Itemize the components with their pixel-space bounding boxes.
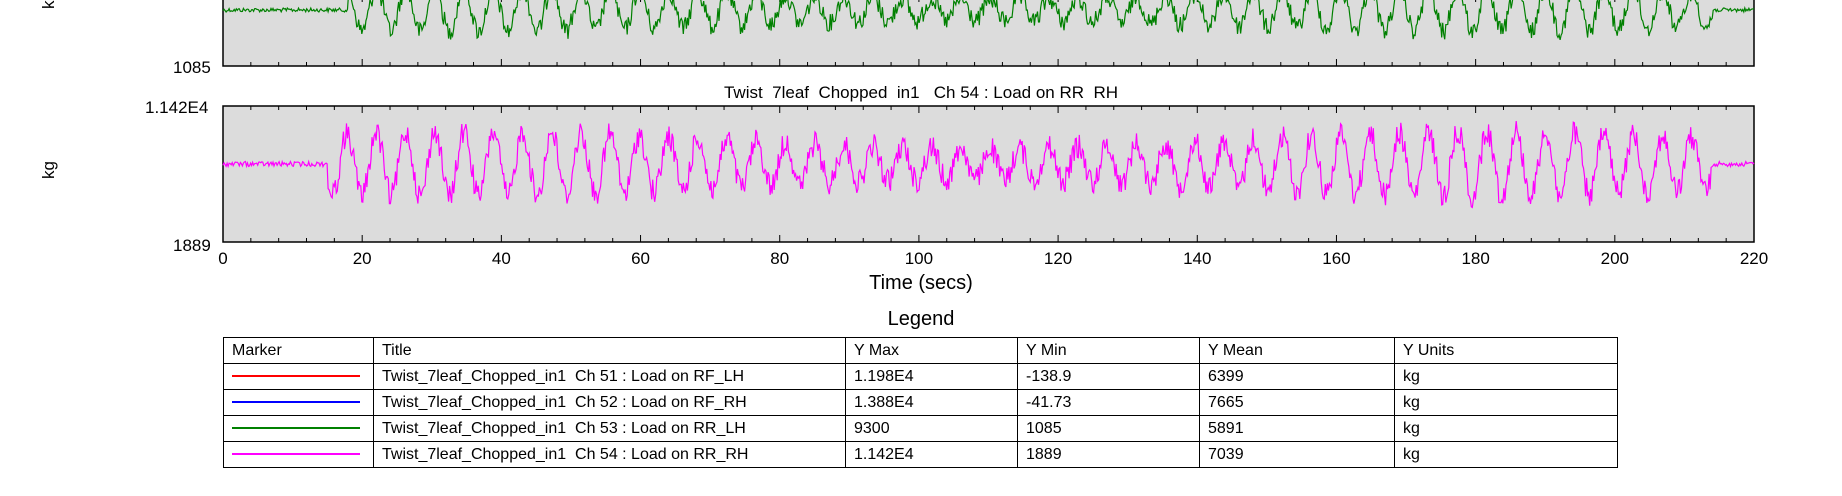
legend-row: Twist_7leaf_Chopped_in1 Ch 51 : Load on …: [223, 363, 1618, 390]
legend-ymin: -41.73: [1017, 389, 1200, 416]
legend-units: kg: [1394, 415, 1618, 442]
legend-table: Marker Title Y Max Y Min Y Mean Y Units …: [223, 337, 1618, 468]
legend-ymax: 1.142E4: [845, 441, 1018, 468]
legend-marker: [223, 441, 374, 468]
charts-svg: [222, 0, 1755, 243]
lower-plot-area: [222, 105, 1755, 243]
legend-row: Twist_7leaf_Chopped_in1 Ch 52 : Load on …: [223, 389, 1618, 416]
lower-x-ticks: [222, 106, 1755, 242]
legend-header-ymax: Y Max: [845, 337, 1018, 364]
x-tick-label: 220: [1739, 249, 1769, 268]
x-tick-label: 160: [1322, 249, 1351, 268]
legend-header-ymean: Y Mean: [1199, 337, 1395, 364]
legend-marker-line: [232, 427, 360, 430]
upper-ymin-label: 1085: [173, 58, 211, 77]
legend-series-title: Twist_7leaf_Chopped_in1 Ch 54 : Load on …: [373, 441, 846, 468]
legend-ymin: 1889: [1017, 441, 1200, 468]
legend-ymin: 1085: [1017, 415, 1200, 442]
x-tick-label: 120: [1043, 249, 1073, 268]
legend-marker-line: [232, 375, 360, 378]
legend-marker-line: [232, 401, 360, 404]
legend-units: kg: [1394, 389, 1618, 416]
upper-x-ticks: [222, 0, 1755, 66]
x-tick-label: 20: [352, 249, 372, 268]
lower-ymin-label: 1889: [173, 236, 211, 255]
x-tick-label: 80: [770, 249, 790, 268]
x-tick-label: 100: [904, 249, 934, 268]
legend-units: kg: [1394, 363, 1618, 390]
legend-header-title: Title: [373, 337, 846, 364]
legend-marker: [223, 363, 374, 390]
legend-ymean: 6399: [1199, 363, 1395, 390]
legend-series-title: Twist_7leaf_Chopped_in1 Ch 52 : Load on …: [373, 389, 846, 416]
legend-ymax: 1.388E4: [845, 389, 1018, 416]
lower-title: Twist 7leaf Chopped in1 Ch 54 : Load on …: [723, 83, 1119, 102]
x-tick-label: 140: [1183, 249, 1212, 268]
legend-marker: [223, 389, 374, 416]
lower-ymax-label: 1.142E4: [145, 98, 209, 117]
x-axis-label: Time (secs): [869, 272, 973, 294]
legend-series-title: Twist_7leaf_Chopped_in1 Ch 51 : Load on …: [373, 363, 846, 390]
x-tick-label: 0: [218, 249, 228, 268]
legend-units: kg: [1394, 441, 1618, 468]
legend-header-row: Marker Title Y Max Y Min Y Mean Y Units: [223, 337, 1618, 364]
x-tick-label: 60: [631, 249, 650, 268]
legend-marker-line: [232, 453, 360, 456]
legend-ymean: 7039: [1199, 441, 1395, 468]
legend-marker: [223, 415, 374, 442]
x-tick-label: 40: [491, 249, 511, 268]
x-tick-label: 180: [1461, 249, 1490, 268]
legend-header-marker: Marker: [223, 337, 374, 364]
legend-header-ymin: Y Min: [1017, 337, 1200, 364]
legend-ymin: -138.9: [1017, 363, 1200, 390]
upper-ylabel: kg: [38, 0, 58, 9]
legend-header-units: Y Units: [1394, 337, 1618, 364]
legend-ymean: 5891: [1199, 415, 1395, 442]
lower-ylabel: kg: [38, 161, 58, 179]
legend-row: Twist_7leaf_Chopped_in1 Ch 53 : Load on …: [223, 415, 1618, 442]
ch54-series-line: [222, 121, 1755, 209]
legend-ymax: 1.198E4: [845, 363, 1018, 390]
legend-title: Legend: [887, 308, 955, 330]
legend-series-title: Twist_7leaf_Chopped_in1 Ch 53 : Load on …: [373, 415, 846, 442]
legend-ymax: 9300: [845, 415, 1018, 442]
legend-ymean: 7665: [1199, 389, 1395, 416]
x-tick-label: 200: [1600, 249, 1629, 268]
legend-row: Twist_7leaf_Chopped_in1 Ch 54 : Load on …: [223, 441, 1618, 468]
ch53-series-line: [222, 0, 1755, 41]
